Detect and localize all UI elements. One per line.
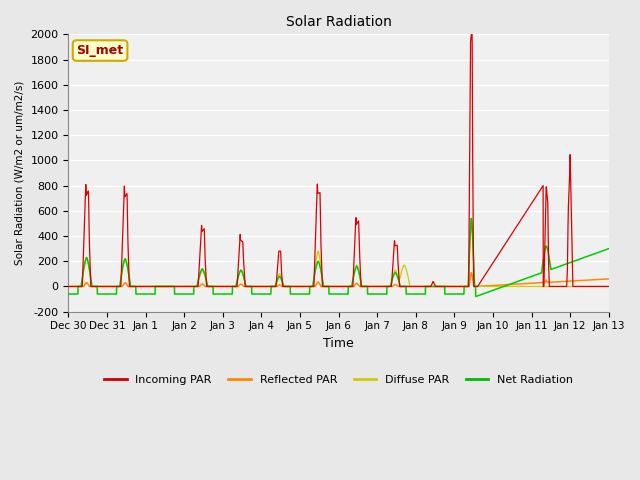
X-axis label: Time: Time <box>323 337 354 350</box>
Title: Solar Radiation: Solar Radiation <box>285 15 392 29</box>
Legend: Incoming PAR, Reflected PAR, Diffuse PAR, Net Radiation: Incoming PAR, Reflected PAR, Diffuse PAR… <box>100 371 577 389</box>
Y-axis label: Solar Radiation (W/m2 or um/m2/s): Solar Radiation (W/m2 or um/m2/s) <box>15 81 25 265</box>
Text: SI_met: SI_met <box>77 44 124 57</box>
